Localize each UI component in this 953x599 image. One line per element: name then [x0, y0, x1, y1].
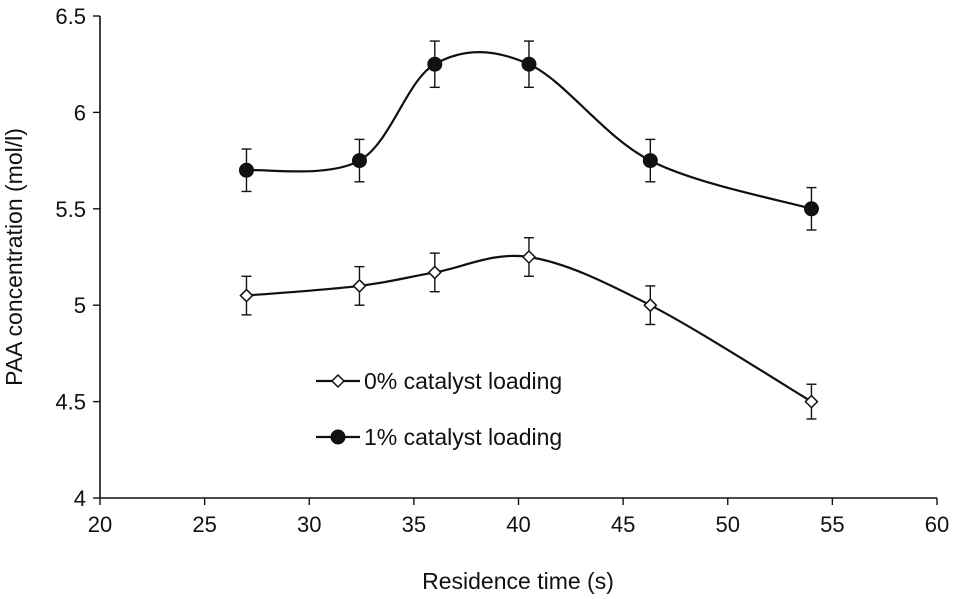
x-tick-label: 50 — [716, 512, 740, 537]
y-tick-label: 5 — [74, 293, 86, 318]
data-point — [642, 153, 658, 169]
x-tick-label: 20 — [88, 512, 112, 537]
y-axis-label: PAA concentration (mol/l) — [1, 128, 27, 386]
y-tick-label: 5.5 — [55, 197, 86, 222]
data-point — [352, 278, 367, 293]
x-tick-label: 30 — [297, 512, 321, 537]
data-point — [804, 394, 819, 409]
y-tick-label: 4 — [74, 486, 86, 511]
legend-marker — [330, 429, 346, 445]
legend-label: 1% catalyst loading — [364, 424, 562, 450]
legend: 0% catalyst loading 1% catalyst loading — [316, 368, 562, 450]
series-1 — [238, 40, 819, 231]
data-point — [427, 265, 442, 280]
y-tick-label: 4.5 — [55, 390, 86, 415]
x-axis-label: Residence time (s) — [422, 568, 614, 594]
data-point — [351, 153, 367, 169]
x-tick-label: 45 — [611, 512, 635, 537]
data-point — [239, 288, 254, 303]
x-tick-label: 25 — [192, 512, 216, 537]
data-point — [521, 249, 537, 265]
data-point — [803, 201, 819, 217]
data-point — [427, 56, 443, 72]
x-tick-label: 40 — [506, 512, 530, 537]
ticks: 20 25 30 35 40 45 50 55 60 4 4.5 5 5.5 6 6.5 — [55, 4, 949, 537]
x-tick-label: 35 — [402, 512, 426, 537]
data-point — [521, 56, 537, 72]
legend-label: 0% catalyst loading — [364, 368, 562, 394]
data-point — [643, 298, 658, 313]
legend-item: 0% catalyst loading — [316, 368, 562, 394]
legend-item: 1% catalyst loading — [316, 424, 562, 450]
series-layer — [238, 40, 819, 420]
legend-marker — [330, 373, 346, 389]
x-tick-label: 60 — [925, 512, 949, 537]
series-line — [246, 254, 813, 403]
x-tick-label: 55 — [820, 512, 844, 537]
data-point — [238, 162, 254, 178]
y-tick-label: 6.5 — [55, 4, 86, 29]
y-tick-label: 6 — [74, 100, 86, 125]
series-0 — [239, 237, 819, 420]
